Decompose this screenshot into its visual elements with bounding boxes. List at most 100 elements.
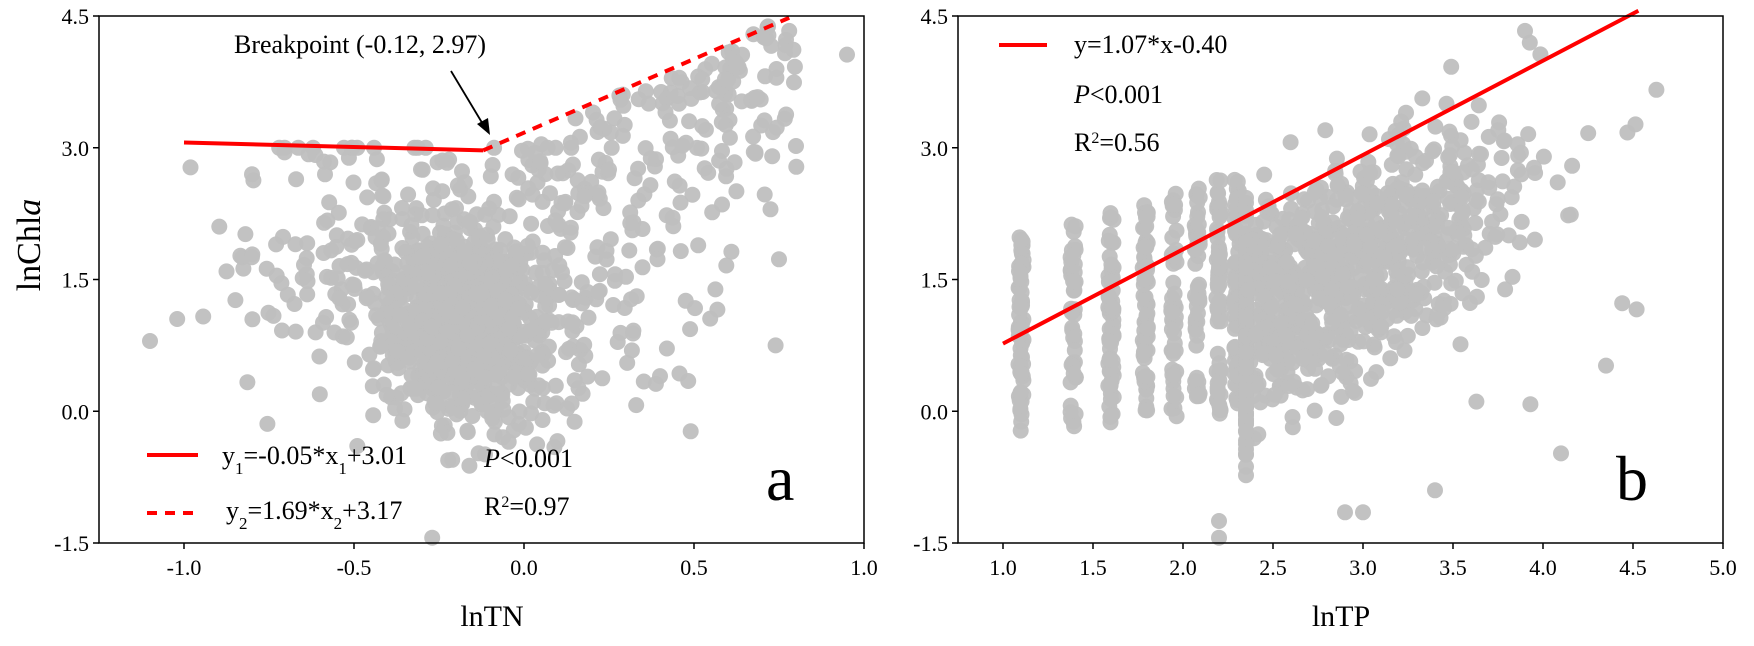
scatter-point xyxy=(1165,387,1182,404)
scatter-point xyxy=(356,262,373,279)
x-tick-label: -0.5 xyxy=(337,555,372,580)
scatter-point xyxy=(494,429,511,446)
scatter-point xyxy=(1648,81,1665,98)
scatter-point xyxy=(1138,239,1155,255)
scatter-point xyxy=(517,419,534,436)
scatter-point xyxy=(432,333,449,350)
fit-line-y2 xyxy=(482,15,790,153)
scatter-point xyxy=(713,114,730,131)
scatter-point xyxy=(369,255,386,272)
scatter-point xyxy=(716,71,733,88)
scatter-point xyxy=(1306,232,1323,249)
scatter-point xyxy=(288,171,305,188)
scatter-point xyxy=(1256,166,1273,183)
scatter-point xyxy=(623,342,640,359)
scatter-point xyxy=(432,236,449,253)
y-tick-label: 1.5 xyxy=(62,268,90,293)
scatter-point xyxy=(630,160,647,177)
scatter-point xyxy=(569,204,586,221)
scatter-point xyxy=(1187,373,1204,390)
scatter-point xyxy=(1163,321,1180,338)
scatter-point xyxy=(550,203,567,220)
scatter-point xyxy=(389,343,406,360)
scatter-point xyxy=(745,128,762,145)
scatter-point xyxy=(1013,231,1030,248)
scatter-point xyxy=(244,311,261,328)
scatter-point xyxy=(394,240,411,256)
scatter-point xyxy=(1100,232,1117,249)
scatter-point xyxy=(346,354,363,371)
scatter-point xyxy=(317,166,333,183)
scatter-point xyxy=(547,377,564,394)
scatter-point xyxy=(321,194,338,211)
scatter-point xyxy=(566,372,583,389)
scatter-point xyxy=(365,407,382,424)
scatter-point xyxy=(359,189,376,206)
scatter-point xyxy=(1101,351,1118,368)
scatter-point xyxy=(1272,315,1289,331)
scatter-point xyxy=(1250,375,1267,392)
scatter-point xyxy=(1255,345,1272,362)
scatter-point xyxy=(765,124,781,141)
scatter-point xyxy=(367,229,384,246)
scatter-point xyxy=(1526,231,1543,248)
scatter-point xyxy=(690,237,707,254)
scatter-point xyxy=(1238,382,1254,399)
scatter-point xyxy=(595,200,612,217)
scatter-point xyxy=(598,242,615,259)
scatter-point xyxy=(373,324,390,341)
scatter-point xyxy=(345,174,362,191)
scatter-point xyxy=(671,69,688,86)
scatter-point xyxy=(1209,313,1226,330)
scatter-point xyxy=(1403,307,1420,324)
scatter-point xyxy=(1238,259,1254,276)
scatter-point xyxy=(1263,299,1280,316)
scatter-point xyxy=(707,281,724,298)
scatter-point xyxy=(1168,222,1185,239)
scatter-point xyxy=(1504,268,1521,285)
scatter-point xyxy=(378,289,395,306)
scatter-point xyxy=(726,154,743,171)
scatter-point xyxy=(1211,513,1227,529)
scatter-point xyxy=(1443,58,1460,75)
scatter-point xyxy=(1238,309,1254,326)
scatter-point xyxy=(1425,193,1442,210)
scatter-point xyxy=(1238,189,1254,206)
scatter-point xyxy=(459,327,476,344)
scatter-point xyxy=(239,374,256,391)
scatter-point xyxy=(714,196,730,213)
scatter-point xyxy=(534,380,551,397)
panel-a-letter: a xyxy=(766,443,794,514)
scatter-point xyxy=(1211,529,1227,546)
scatter-point xyxy=(1494,173,1511,190)
scatter-point xyxy=(1497,281,1514,298)
panel-b-r-squared: R2=0.56 xyxy=(1074,128,1160,157)
scatter-point xyxy=(1467,215,1484,231)
scatter-point xyxy=(1212,206,1228,223)
scatter-point xyxy=(500,409,517,426)
scatter-point xyxy=(1389,147,1406,164)
scatter-point xyxy=(437,301,454,318)
scatter-point xyxy=(1250,426,1267,443)
scatter-point xyxy=(413,207,430,224)
scatter-point xyxy=(1598,357,1614,374)
scatter-point xyxy=(1332,336,1349,353)
scatter-point xyxy=(482,299,499,316)
scatter-point xyxy=(286,296,303,312)
scatter-point xyxy=(559,240,576,256)
scatter-point xyxy=(767,337,784,354)
scatter-point xyxy=(682,423,699,440)
scatter-point xyxy=(1462,295,1478,311)
scatter-point xyxy=(550,216,567,233)
scatter-point xyxy=(479,403,496,420)
scatter-point xyxy=(1328,150,1345,167)
scatter-point xyxy=(605,297,622,313)
scatter-point xyxy=(721,129,738,146)
scatter-point xyxy=(299,286,316,303)
scatter-point xyxy=(1526,159,1542,176)
scatter-point xyxy=(1013,365,1029,382)
scatter-point xyxy=(454,163,470,180)
scatter-point xyxy=(785,41,802,58)
scatter-point xyxy=(1293,210,1310,227)
scatter-point xyxy=(346,277,363,294)
